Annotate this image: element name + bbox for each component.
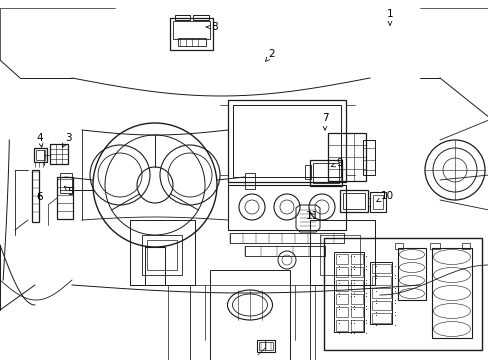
Bar [350,253,362,264]
Bar [34,148,47,162]
Bar [350,267,362,277]
Bar [32,170,39,222]
Bar [335,320,347,330]
Bar [342,193,364,209]
Bar [350,280,362,291]
Bar [130,220,195,285]
Bar [244,246,325,256]
Bar [229,233,343,243]
Bar [327,133,365,181]
Bar [193,15,208,20]
Bar [397,248,425,300]
Bar [371,264,390,273]
Bar [259,342,272,350]
Text: 1: 1 [386,9,392,25]
Bar [335,253,347,264]
Text: 9: 9 [330,158,343,168]
Bar [319,235,359,275]
Text: 8: 8 [205,22,218,32]
Bar [339,190,367,212]
Bar [309,160,341,186]
Bar [362,140,374,175]
Bar [57,177,73,219]
Bar [142,235,182,275]
Bar [350,293,362,304]
Bar [371,301,390,310]
Bar [170,18,213,50]
Bar [372,195,382,209]
Bar [335,307,347,317]
Bar [175,15,190,20]
Bar [371,313,390,323]
Text: 3: 3 [62,133,71,147]
Bar [335,293,347,304]
Bar [257,340,274,352]
Bar [369,192,385,212]
Bar [227,185,346,230]
Bar [36,150,45,160]
Bar [60,173,72,193]
Bar [312,163,338,183]
Bar [232,105,340,177]
Bar [461,243,469,249]
Bar [227,100,346,182]
Bar [324,238,481,350]
Bar [350,307,362,317]
Text: 6: 6 [37,192,43,202]
Bar [173,21,209,39]
Bar [369,262,391,324]
Bar [244,173,254,189]
Text: 2: 2 [265,49,275,62]
Bar [429,243,439,249]
Bar [209,270,289,360]
Text: 5: 5 [64,186,74,197]
Text: 10: 10 [376,191,393,202]
Bar [147,240,177,270]
Bar [50,144,68,164]
Bar [309,220,374,285]
Bar [178,38,205,46]
Bar [335,267,347,277]
Bar [333,252,363,332]
Bar [371,288,390,298]
Bar [394,243,402,249]
Text: 11: 11 [305,211,318,221]
Text: 4: 4 [37,133,43,147]
Bar [350,320,362,330]
Text: 7: 7 [321,113,327,130]
Bar [431,248,471,338]
Bar [371,276,390,285]
Bar [305,165,310,179]
Bar [335,280,347,291]
